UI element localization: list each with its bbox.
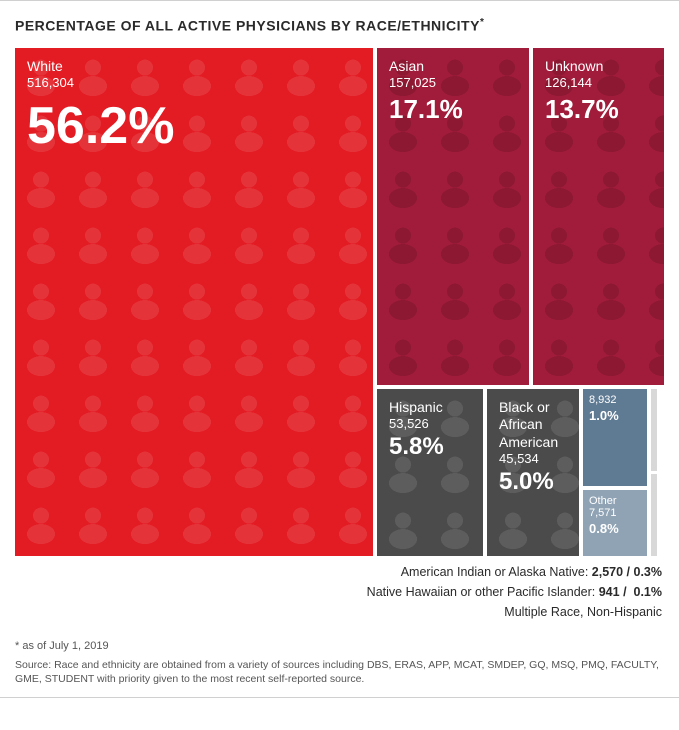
callout-count: 2,570 [592,565,623,579]
tile-count: 516,304 [27,75,361,90]
callout-nhpi: Native Hawaiian or other Pacific Islande… [15,582,662,602]
tile-pct: 1.0% [589,408,641,423]
callout-label: Native Hawaiian or other Pacific Islande… [367,585,596,599]
callout-pct: 0.1% [634,585,663,599]
tile-unknown: Unknown 126,144 13.7% [533,48,664,385]
tile-black: Black or African American 45,534 5.0% [487,389,579,556]
tile-count: 7,571 [589,507,641,519]
tile-count: 157,025 [389,75,517,90]
tile-pct: 5.8% [389,433,471,461]
tile-multi: 8,932 1.0% [583,389,647,486]
chart-container: PERCENTAGE OF ALL ACTIVE PHYSICIANS BY R… [0,0,679,698]
chart-title: PERCENTAGE OF ALL ACTIVE PHYSICIANS BY R… [15,1,664,48]
source-text: Source: Race and ethnicity are obtained … [15,658,664,697]
tile-pct: 13.7% [545,94,652,125]
treemap: White 516,304 56.2% Asian 157,025 17.1% … [15,48,664,556]
tile-label: Asian [389,58,517,76]
callout-label: American Indian or Alaska Native: [401,565,589,579]
sliver-stack [651,389,657,556]
tile-pct: 5.0% [499,468,567,496]
tile-label: Other [589,495,641,507]
tile-pct: 0.8% [589,521,641,536]
title-text: PERCENTAGE OF ALL ACTIVE PHYSICIANS BY R… [15,18,480,34]
callout-pct: 0.3% [634,565,663,579]
tile-other: Other 7,571 0.8% [583,490,647,556]
tile-label: White [27,58,361,76]
right-column: Asian 157,025 17.1% Unknown 126,144 13.7… [377,48,664,556]
callout-multi: Multiple Race, Non-Hispanic [15,602,662,622]
top-row: Asian 157,025 17.1% Unknown 126,144 13.7… [377,48,664,385]
tile-white: White 516,304 56.2% [15,48,373,556]
title-asterisk: * [480,17,484,28]
callout-count: 941 [599,585,620,599]
tile-pct: 56.2% [27,96,361,156]
tile-count: 53,526 [389,416,471,431]
tile-hispanic: Hispanic 53,526 5.8% [377,389,483,556]
tile-pct: 17.1% [389,94,517,125]
callout-aian: American Indian or Alaska Native: 2,570 … [15,562,662,582]
tile-count: 45,534 [499,451,567,466]
tile-asian: Asian 157,025 17.1% [377,48,529,385]
tile-count: 8,932 [589,394,641,406]
tile-label: Black or African American [499,399,567,452]
tile-label: Hispanic [389,399,471,417]
tile-label: Unknown [545,58,652,76]
sliver-aian [651,389,657,471]
xs-column: 8,932 1.0% Other 7,571 0.8% [583,389,647,556]
sliver-nhpi [651,474,657,556]
tile-count: 126,144 [545,75,652,90]
callouts: American Indian or Alaska Native: 2,570 … [15,556,664,622]
bottom-row: Hispanic 53,526 5.8% Black or African Am… [377,389,664,556]
footnote: * as of July 1, 2019 [15,622,664,658]
